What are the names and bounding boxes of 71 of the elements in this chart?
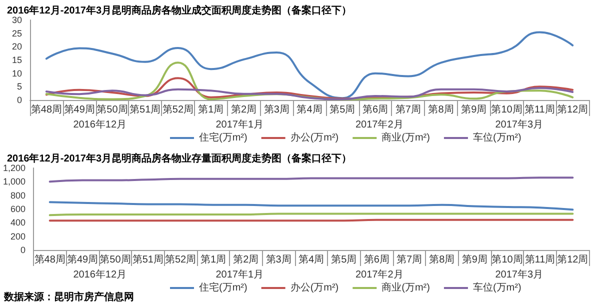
y-tick-label: 400 <box>10 218 26 228</box>
legend-label: 住宅(万m²) <box>199 282 248 294</box>
y-tick-label: 10 <box>12 68 22 78</box>
text: 2017年1月 <box>216 268 264 280</box>
x-tick-label: 第48周 <box>34 254 66 266</box>
source-note: 数据来源：昆明市房产信息网 <box>4 290 134 304</box>
x-tick-label: 第3周 <box>266 254 292 266</box>
x-tick-label: 第5周 <box>330 104 356 116</box>
x-tick-label: 第7周 <box>396 254 422 266</box>
x-tick-label: 第8周 <box>428 104 454 116</box>
x-tick-label: 第4周 <box>298 254 324 266</box>
legend-label: 车位(万m²) <box>472 132 522 144</box>
text: 2017年3月 <box>495 118 544 130</box>
x-tick-label: 第50周 <box>100 254 131 266</box>
x-tick-label: 第5周 <box>331 254 357 266</box>
text: 2017年2月 <box>355 268 404 280</box>
y-tick-label: 5 <box>16 82 22 92</box>
x-tick-label: 第9周 <box>462 254 488 266</box>
x-tick-label: 第10周 <box>492 254 523 266</box>
chart-title: 2016年12月-2017年3月昆明商品房各物业存量面积周度走势图（备案口径下） <box>7 152 352 164</box>
x-tick-label: 第6周 <box>362 104 388 116</box>
y-tick-label: 600 <box>10 204 26 214</box>
y-tick-label: 1,000 <box>2 176 26 187</box>
text: 2016年12月 <box>73 268 127 280</box>
y-tick-label: 200 <box>10 231 26 242</box>
legend-label: 住宅(万m²) <box>199 132 248 144</box>
x-tick-label: 第11周 <box>524 104 555 116</box>
legend-label: 办公(万m²) <box>290 282 339 294</box>
y-tick-label: 15 <box>12 55 22 65</box>
line-series <box>48 201 574 211</box>
x-tick-label: 第10周 <box>491 104 522 116</box>
y-tick-label: 20 <box>12 42 22 52</box>
legend-label: 商业(万m²) <box>382 282 430 294</box>
x-tick-label: 第51周 <box>132 254 164 266</box>
text: 2016年12月 <box>73 118 127 130</box>
text: 2017年1月 <box>216 118 264 130</box>
x-tick-label: 第2周 <box>230 104 257 116</box>
x-tick-label: 第8周 <box>429 254 455 266</box>
x-tick-label: 第50周 <box>96 104 128 116</box>
x-tick-label: 第51周 <box>130 104 161 116</box>
x-tick-label: 第52周 <box>162 104 194 116</box>
x-tick-label: 第7周 <box>395 104 421 116</box>
x-tick-label: 第6周 <box>364 254 390 266</box>
text: 2017年2月 <box>355 118 404 130</box>
line-series <box>45 87 574 100</box>
y-tick-label: 0 <box>20 245 26 255</box>
y-tick-label: 800 <box>10 190 26 200</box>
x-tick-label: 第12周 <box>556 104 588 116</box>
line-series <box>45 62 574 100</box>
legend-label: 商业(万m²) <box>382 132 430 144</box>
x-tick-label: 第1周 <box>198 104 224 116</box>
x-tick-label: 第1周 <box>200 254 226 266</box>
legend-label: 办公(万m²) <box>290 132 339 144</box>
chart-title: 2016年12月-2017年3月昆明商品房各物业成交面积周度走势图（备案口径下） <box>7 4 352 16</box>
y-tick-label: 30 <box>12 15 22 25</box>
y-tick-label: 1,200 <box>2 163 26 173</box>
x-tick-label: 第49周 <box>66 254 98 266</box>
x-tick-label: 第9周 <box>461 104 487 116</box>
x-tick-label: 第48周 <box>30 104 62 116</box>
text: 2017年3月 <box>495 268 544 280</box>
x-tick-label: 第11周 <box>524 254 556 266</box>
x-tick-label: 第2周 <box>233 254 259 266</box>
x-tick-label: 第3周 <box>264 104 290 116</box>
legend-label: 车位(万m²) <box>472 282 522 294</box>
x-tick-label: 第49周 <box>64 104 95 116</box>
x-tick-label: 第52周 <box>165 254 196 266</box>
y-tick-label: 25 <box>12 28 22 38</box>
line-series <box>45 31 574 100</box>
x-tick-label: 第4周 <box>296 104 322 116</box>
y-tick-label: 0 <box>16 95 22 105</box>
x-tick-label: 第12周 <box>557 254 588 266</box>
